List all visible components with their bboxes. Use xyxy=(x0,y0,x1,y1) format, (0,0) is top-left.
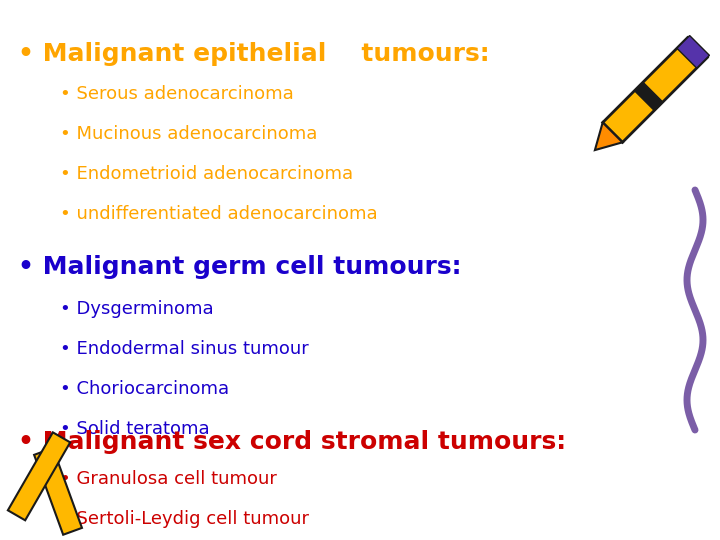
Text: • Solid teratoma: • Solid teratoma xyxy=(60,420,210,438)
Text: • Dysgerminoma: • Dysgerminoma xyxy=(60,300,214,318)
Text: • Mucinous adenocarcinoma: • Mucinous adenocarcinoma xyxy=(60,125,318,143)
FancyBboxPatch shape xyxy=(8,433,70,521)
Text: • Malignant germ cell tumours:: • Malignant germ cell tumours: xyxy=(18,255,462,279)
FancyBboxPatch shape xyxy=(634,82,663,111)
Text: • undifferentiated adenocarcinoma: • undifferentiated adenocarcinoma xyxy=(60,205,377,223)
Text: • Endodermal sinus tumour: • Endodermal sinus tumour xyxy=(60,340,309,358)
Polygon shape xyxy=(595,123,623,150)
FancyBboxPatch shape xyxy=(34,448,82,535)
FancyBboxPatch shape xyxy=(677,36,709,68)
Text: • Malignant sex cord stromal tumours:: • Malignant sex cord stromal tumours: xyxy=(18,430,566,454)
Text: • Choriocarcinoma: • Choriocarcinoma xyxy=(60,380,229,398)
Text: • Serous adenocarcinoma: • Serous adenocarcinoma xyxy=(60,85,294,103)
Text: • Sertoli-Leydig cell tumour: • Sertoli-Leydig cell tumour xyxy=(60,510,309,528)
Text: • Endometrioid adenocarcinoma: • Endometrioid adenocarcinoma xyxy=(60,165,353,183)
FancyBboxPatch shape xyxy=(603,38,707,143)
Text: • Malignant epithelial    tumours:: • Malignant epithelial tumours: xyxy=(18,42,490,66)
Text: • Granulosa cell tumour: • Granulosa cell tumour xyxy=(60,470,277,488)
